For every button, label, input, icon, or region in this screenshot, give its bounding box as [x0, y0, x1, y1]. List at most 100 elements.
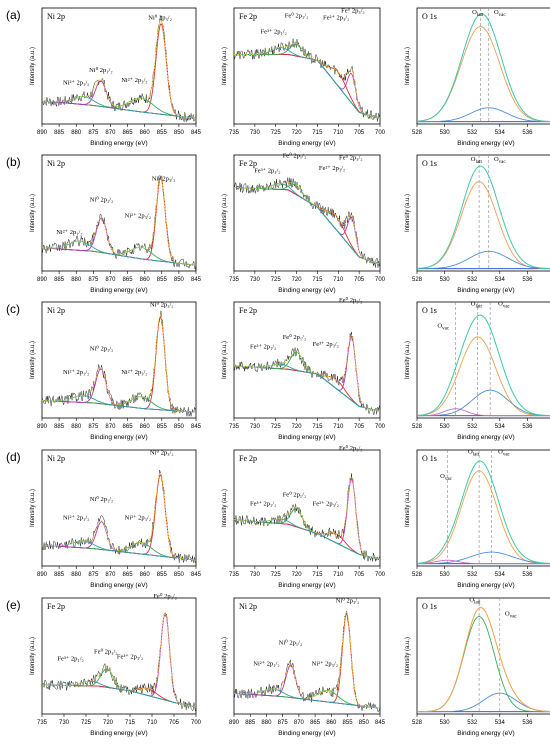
x-tick-label: 725: [271, 572, 282, 578]
fit-component: [417, 250, 550, 270]
x-tick-label: 715: [312, 277, 323, 283]
x-tick-label: 850: [174, 572, 185, 578]
peak-label: Fe³⁺ 2p₃/₂: [313, 341, 339, 348]
peak-label: Olatt: [471, 300, 483, 309]
xps-panel: 735 730 725 720 715 710 705 700 Binding energy (…: [204, 4, 386, 152]
y-axis-label: Intensity (a.u.): [405, 341, 411, 379]
peak-label: Ni²⁺ 2p₁/₂: [253, 660, 279, 667]
x-tick-label: 855: [157, 277, 168, 283]
peak-label: Fe⁰ 2p₃/₂: [153, 592, 177, 600]
x-tick-label: 730: [59, 720, 70, 726]
peak-label: Ni⁰ 2p₃/₂: [336, 597, 360, 605]
fit-component: [42, 177, 197, 266]
x-axis-label: Binding energy (eV): [90, 582, 147, 589]
plot-frame: [233, 449, 381, 567]
panel-title: O 1s: [422, 454, 437, 463]
x-tick-label: 845: [191, 572, 202, 578]
x-tick-label: 735: [229, 424, 240, 430]
x-tick-label: 534: [495, 130, 506, 136]
y-axis-label: Intensity (a.u.): [30, 194, 36, 232]
x-tick-label: 534: [495, 720, 506, 726]
peak-label: Fe³⁺ 2p₃/₂: [117, 653, 143, 660]
fit-envelope: [234, 182, 381, 265]
peak-label: Ni²⁺ 2p₁/₂: [63, 80, 89, 87]
peak-label: Fe⁰ 2p₁/₂: [285, 11, 309, 19]
panel-title: O 1s: [422, 602, 437, 611]
x-tick-label: 528: [412, 720, 423, 726]
x-tick-label: 855: [157, 130, 168, 136]
xps-panel: 528530532534536538Binding energy (eV)Int…: [387, 446, 550, 594]
x-tick-label: 705: [354, 572, 365, 578]
peak-label: Ni²⁺ 2p₁/₂: [63, 515, 89, 522]
x-tick-label: 860: [326, 720, 337, 726]
xps-chart: 528530532534536538Binding energy (eV)Int…: [405, 154, 550, 294]
xps-chart: 890 885 880 875 870 865 860 855 850 845 Binding en…: [30, 154, 202, 294]
y-axis-label: Intensity (a.u.): [222, 489, 228, 527]
peak-label: Olatt: [472, 9, 484, 18]
panel-title: O 1s: [422, 159, 437, 168]
peak-label: Fe⁰ 2p₃/₂: [339, 154, 363, 162]
x-tick-label: 735: [229, 130, 240, 136]
xps-panel: 890 885 880 875 870 865 860 855 850 845 Binding en…: [12, 298, 202, 446]
x-tick-label: 700: [375, 277, 386, 283]
x-axis-label: Binding energy (eV): [90, 730, 147, 737]
x-tick-label: 532: [467, 572, 478, 578]
x-tick-label: 875: [278, 720, 289, 726]
fit-component: [417, 616, 550, 713]
background-line: [234, 53, 381, 119]
peak-label: Ni⁰ 2p₁/₂: [279, 638, 303, 646]
xps-chart: 735 730 725 720 715 710 705 700 Binding energy (…: [222, 151, 386, 294]
x-tick-label: 730: [250, 572, 261, 578]
peak-label: Olatt: [468, 448, 480, 457]
peak-label: Fe⁰ 2p₃/₂: [341, 7, 365, 15]
x-tick-label: 855: [157, 572, 168, 578]
x-axis-label: Binding energy (eV): [457, 730, 514, 737]
peak-label: Ni⁰ 2p₃/₂: [150, 301, 174, 309]
x-tick-label: 890: [229, 720, 240, 726]
x-tick-label: 730: [250, 424, 261, 430]
x-axis-label: Binding energy (eV): [457, 287, 514, 294]
fit-envelope: [233, 476, 381, 560]
x-tick-label: 860: [140, 572, 151, 578]
row-label: (d): [6, 450, 21, 464]
x-tick-label: 880: [71, 424, 82, 430]
x-axis-label: Binding energy (eV): [278, 730, 335, 737]
x-tick-label: 528: [412, 277, 423, 283]
x-tick-label: 870: [294, 720, 305, 726]
peak-label: Fe⁰ 2p₁/₂: [283, 151, 307, 159]
plot-frame: [233, 7, 381, 125]
x-tick-label: 885: [54, 130, 65, 136]
row-label: (a): [6, 8, 21, 22]
x-axis-label: Binding energy (eV): [278, 140, 335, 147]
x-tick-label: 530: [440, 720, 451, 726]
fit-component: [417, 408, 550, 417]
x-tick-label: 870: [105, 572, 116, 578]
peak-label: Ovac: [498, 448, 510, 457]
x-tick-label: 865: [123, 130, 134, 136]
x-tick-label: 730: [250, 130, 261, 136]
peak-label: Fe⁰ 2p₁/₂: [283, 333, 307, 341]
peak-label: Ni⁰ 2p₁/₂: [89, 66, 113, 74]
panel-title: Ni 2p: [47, 159, 65, 168]
peak-label: Ovac: [494, 156, 506, 165]
x-tick-label: 875: [88, 572, 99, 578]
peak-label: Fe⁰ 2p₁/₂: [94, 648, 118, 656]
peak-label: Ni²⁺ 2p₃/₂: [312, 660, 338, 667]
panel-title: Ni 2p: [47, 454, 65, 463]
fit-component: [42, 316, 196, 413]
x-tick-label: 725: [271, 277, 282, 283]
x-tick-label: 705: [354, 130, 365, 136]
x-tick-label: 528: [412, 130, 423, 136]
x-tick-label: 700: [375, 130, 386, 136]
peak-label: Ni²⁺ 2p₃/₂: [125, 213, 151, 220]
x-tick-label: 890: [37, 424, 48, 430]
panel-title: O 1s: [422, 306, 437, 315]
x-tick-label: 730: [250, 277, 261, 283]
fit-envelope: [234, 42, 381, 119]
y-axis-label: Intensity (a.u.): [405, 489, 411, 527]
xps-panel: 735 730 725 720 715 710 705 700 Binding energy (…: [204, 444, 386, 594]
y-axis-label: Intensity (a.u.): [222, 637, 228, 675]
x-tick-label: 880: [71, 130, 82, 136]
x-tick-label: 890: [37, 572, 48, 578]
x-tick-label: 710: [333, 130, 344, 136]
